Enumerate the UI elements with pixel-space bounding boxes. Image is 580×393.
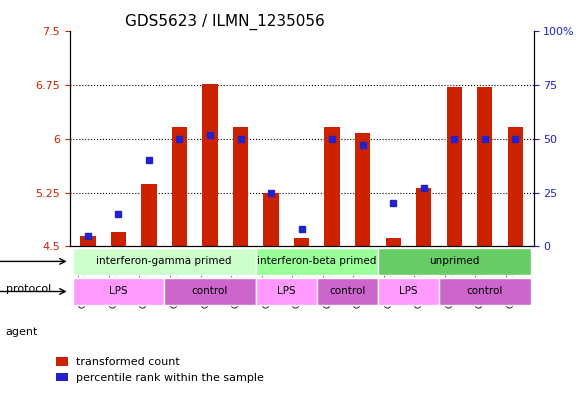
FancyBboxPatch shape: [378, 248, 531, 275]
Text: agent: agent: [6, 327, 38, 337]
Bar: [447, 87, 462, 246]
FancyBboxPatch shape: [317, 278, 378, 305]
Bar: [263, 193, 279, 246]
Bar: [386, 238, 401, 246]
FancyBboxPatch shape: [256, 278, 317, 305]
Legend: transformed count, percentile rank within the sample: transformed count, percentile rank withi…: [52, 353, 269, 387]
Text: unprimed: unprimed: [429, 256, 480, 266]
FancyBboxPatch shape: [164, 278, 256, 305]
FancyBboxPatch shape: [256, 248, 378, 275]
Bar: [80, 236, 96, 246]
Bar: [416, 187, 432, 246]
Bar: [142, 184, 157, 246]
Bar: [233, 127, 248, 246]
Bar: [477, 87, 492, 246]
Text: protocol: protocol: [6, 284, 51, 294]
Text: control: control: [466, 286, 503, 296]
Text: interferon-beta primed: interferon-beta primed: [257, 256, 376, 266]
Bar: [355, 133, 370, 246]
Text: GDS5623 / ILMN_1235056: GDS5623 / ILMN_1235056: [125, 14, 325, 30]
Text: LPS: LPS: [399, 286, 418, 296]
Text: LPS: LPS: [109, 286, 128, 296]
FancyBboxPatch shape: [439, 278, 531, 305]
Bar: [172, 127, 187, 246]
Text: control: control: [329, 286, 365, 296]
Text: LPS: LPS: [277, 286, 296, 296]
Text: interferon-gamma primed: interferon-gamma primed: [96, 256, 232, 266]
Bar: [324, 127, 340, 246]
Bar: [294, 238, 309, 246]
FancyBboxPatch shape: [72, 278, 164, 305]
FancyBboxPatch shape: [72, 248, 256, 275]
Text: control: control: [192, 286, 228, 296]
Bar: [111, 232, 126, 246]
Bar: [508, 127, 523, 246]
FancyBboxPatch shape: [378, 278, 439, 305]
Bar: [202, 84, 218, 246]
